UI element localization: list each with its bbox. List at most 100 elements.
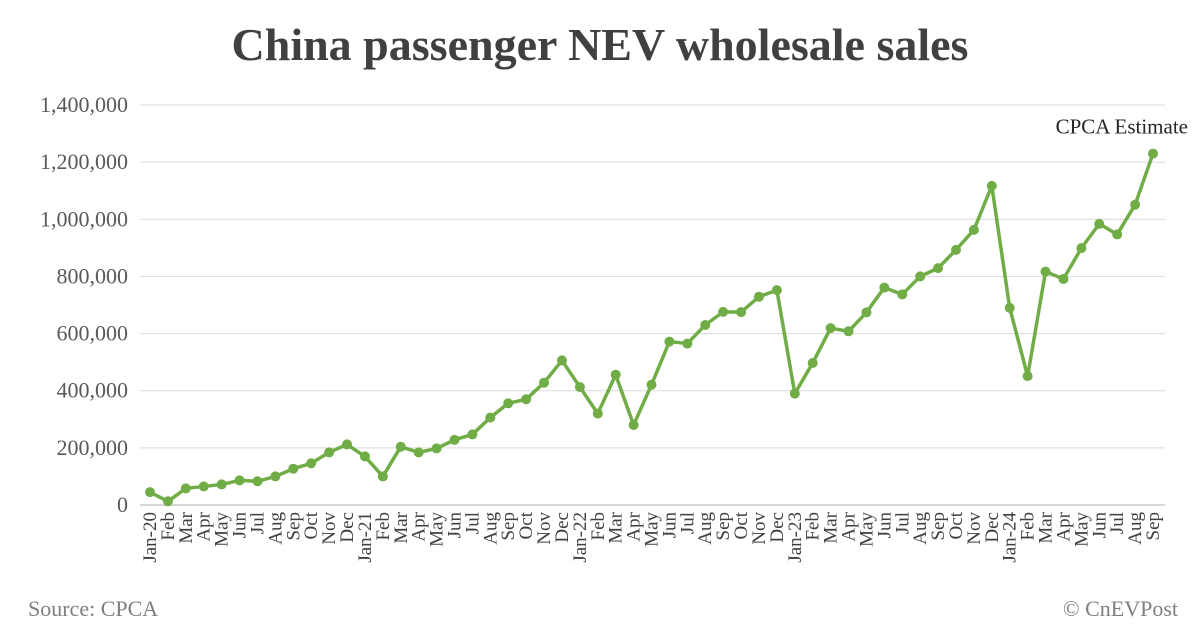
y-tick-label: 1,200,000: [40, 149, 128, 174]
data-point: [933, 263, 944, 274]
data-point: [700, 320, 711, 330]
data-point: [1112, 229, 1123, 240]
data-point: [180, 483, 191, 494]
data-point: [270, 471, 281, 482]
x-axis-tick-labels: Jan-20FebMarAprMayJunJulAugSepOctNovDecJ…: [140, 511, 1164, 562]
x-tick-label: Sep: [498, 512, 519, 541]
data-point: [342, 439, 353, 450]
x-tick-label: Feb: [588, 512, 609, 541]
data-point: [897, 289, 908, 300]
x-tick-label: Sep: [713, 512, 734, 541]
x-tick-label: Dec: [767, 512, 788, 543]
source-note: Source: CPCA: [28, 596, 159, 621]
data-point: [252, 476, 263, 487]
data-point: [162, 496, 173, 507]
x-tick-label: Sep: [283, 512, 304, 541]
x-tick-label: Aug: [265, 512, 286, 545]
x-tick-label: Jun: [659, 512, 680, 539]
annotation-cpca-estimate: CPCA Estimate: [1056, 115, 1188, 139]
data-point: [879, 282, 890, 293]
x-tick-label: Aug: [695, 512, 716, 545]
data-point: [145, 487, 155, 498]
data-point: [288, 463, 299, 474]
x-tick-label: Mar: [176, 511, 197, 543]
y-tick-label: 200,000: [57, 435, 129, 460]
x-tick-label: Mar: [391, 511, 412, 543]
x-tick-label: Jul: [1107, 512, 1128, 534]
data-point: [753, 291, 764, 302]
annotations: CPCA Estimate: [1056, 115, 1188, 139]
x-tick-label: Dec: [337, 512, 358, 543]
x-tick-label: Jul: [677, 512, 698, 534]
data-point: [807, 358, 818, 368]
data-point: [234, 475, 245, 486]
data-point: [628, 420, 639, 430]
x-tick-label: Jan-21: [355, 512, 376, 563]
y-tick-label: 800,000: [57, 263, 129, 288]
data-point: [521, 394, 532, 405]
x-tick-label: Aug: [480, 512, 501, 545]
y-tick-label: 1,000,000: [40, 206, 128, 231]
x-tick-label: May: [427, 512, 448, 547]
x-tick-label: May: [1071, 512, 1092, 547]
x-tick-label: Oct: [731, 511, 752, 539]
data-point: [1058, 274, 1069, 284]
x-tick-label: Apr: [624, 511, 645, 541]
y-tick-label: 600,000: [57, 321, 129, 346]
chart-title: China passenger NEV wholesale sales: [232, 19, 969, 70]
x-tick-label: Dec: [982, 512, 1003, 543]
y-tick-label: 0: [117, 492, 128, 517]
data-point: [610, 369, 621, 380]
data-point: [682, 338, 693, 349]
data-point: [395, 441, 406, 452]
data-point: [789, 388, 800, 399]
data-point: [718, 306, 729, 317]
data-point: [1004, 302, 1015, 313]
x-tick-label: Jul: [247, 512, 268, 534]
x-tick-label: Jan-22: [570, 512, 591, 563]
series-sales: [145, 148, 1158, 507]
data-point: [216, 479, 227, 490]
data-point: [968, 224, 979, 235]
data-point: [359, 451, 370, 462]
data-point: [485, 412, 496, 423]
data-point: [825, 323, 836, 334]
data-point: [646, 379, 657, 390]
data-point: [915, 271, 926, 282]
gridlines: [140, 104, 1165, 449]
x-tick-label: Jun: [874, 512, 895, 539]
x-tick-label: Feb: [158, 512, 179, 541]
x-tick-label: Aug: [910, 512, 931, 545]
data-point: [306, 458, 317, 469]
x-tick-label: Jan-20: [140, 512, 161, 563]
x-tick-label: Oct: [516, 511, 537, 539]
x-tick-label: Nov: [319, 512, 340, 545]
x-tick-label: Mar: [1036, 511, 1057, 543]
data-point: [431, 443, 442, 454]
data-point: [1130, 199, 1141, 210]
y-tick-label: 400,000: [57, 378, 129, 403]
x-tick-label: Apr: [839, 511, 860, 541]
data-point: [843, 326, 854, 337]
data-point: [1148, 148, 1158, 159]
x-tick-label: Apr: [1053, 511, 1074, 541]
x-tick-label: Sep: [1143, 512, 1164, 541]
data-point: [861, 307, 872, 318]
x-tick-label: Jun: [444, 512, 465, 539]
data-point: [736, 307, 747, 318]
x-tick-label: Sep: [928, 512, 949, 541]
data-point: [1022, 371, 1033, 382]
x-tick-label: Jan-24: [1000, 512, 1021, 563]
x-tick-label: Nov: [964, 512, 985, 545]
x-tick-label: Oct: [946, 511, 967, 539]
data-point: [324, 447, 335, 458]
x-tick-label: May: [212, 512, 233, 547]
x-tick-label: Mar: [821, 511, 842, 543]
data-point: [413, 447, 424, 458]
x-tick-label: Jul: [892, 512, 913, 534]
data-point: [950, 244, 961, 255]
y-axis-tick-labels: 0 200,000 400,000 600,000 800,000 1,000,000 1,…: [40, 92, 128, 517]
x-tick-label: Apr: [409, 511, 430, 541]
data-point: [377, 471, 388, 482]
